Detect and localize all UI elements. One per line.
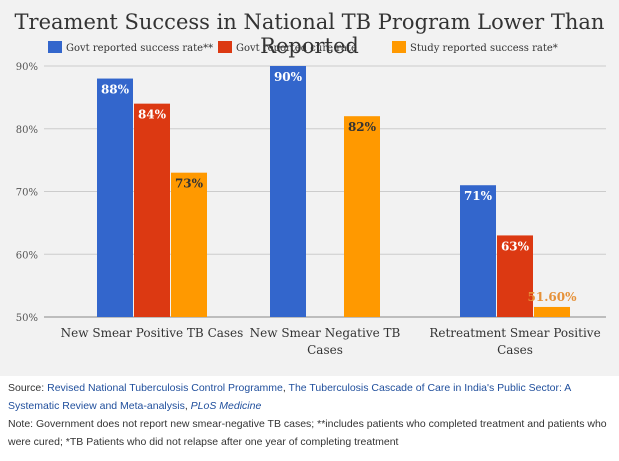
y-tick-label-80: 80% (16, 125, 38, 136)
legend-label-1: Govt reported cure rate (236, 43, 357, 54)
legend-label-2: Study reported success rate* (410, 43, 558, 54)
bar-0-2 (460, 185, 496, 317)
bar-0-1 (270, 66, 306, 317)
x-category-label-1-1: Cases (307, 343, 343, 357)
source-link-study[interactable]: The Tuberculosis Cascade of Care in Indi… (8, 382, 571, 412)
source-separator: , (282, 382, 289, 394)
y-tick-label-60: 60% (16, 250, 38, 261)
source-link-rntcp[interactable]: Revised National Tuberculosis Control Pr… (47, 382, 283, 394)
y-tick-label-50: 50% (16, 313, 38, 324)
y-tick-label-70: 70% (16, 188, 38, 199)
data-label-0-2: 71% (464, 189, 493, 203)
data-label-2-1: 82% (348, 120, 377, 134)
footnote: Note: Government does not report new sme… (8, 418, 607, 448)
source-separator-2: , (184, 400, 191, 412)
chart-panel: Treament Success in National TB Program … (0, 0, 619, 376)
legend-label-0: Govt reported success rate** (66, 43, 213, 54)
x-category-label-1-0: New Smear Negative TB (250, 326, 401, 340)
data-label-1-0: 84% (138, 108, 167, 122)
bar-2-2 (534, 306, 570, 317)
bar-chart: 50% 60% 70% 80% 90% Govt reported success rat… (16, 41, 606, 357)
source-line: Source: Revised National Tuberculosis Co… (8, 379, 612, 415)
data-label-0-0: 88% (101, 83, 130, 97)
legend-swatch-1 (218, 41, 232, 53)
source-journal[interactable]: PLoS Medicine (190, 400, 262, 412)
bar-2-1 (344, 116, 380, 317)
chart-title: Treament Success in National TB Program … (14, 10, 605, 58)
x-category-label-2-1: Cases (497, 343, 533, 357)
source-label: Source: (8, 382, 48, 394)
chart-footer: Source: Revised National Tuberculosis Co… (8, 379, 612, 451)
bar-2-0 (171, 172, 207, 317)
bar-1-0 (134, 103, 170, 318)
bar-0-0 (97, 78, 133, 317)
data-label-0-1: 90% (274, 70, 303, 84)
legend-swatch-0 (48, 41, 62, 53)
bar-1-2 (497, 235, 533, 317)
legend-swatch-2 (392, 41, 406, 53)
x-category-label-2-0: Retreatment Smear Positive (429, 326, 600, 340)
data-label-1-2: 63% (501, 239, 530, 253)
data-label-2-0: 73% (175, 177, 204, 191)
data-label-2-2: 51.60% (528, 290, 578, 304)
y-tick-label-90: 90% (16, 62, 38, 73)
x-category-label-0-0: New Smear Positive TB Cases (61, 326, 244, 340)
